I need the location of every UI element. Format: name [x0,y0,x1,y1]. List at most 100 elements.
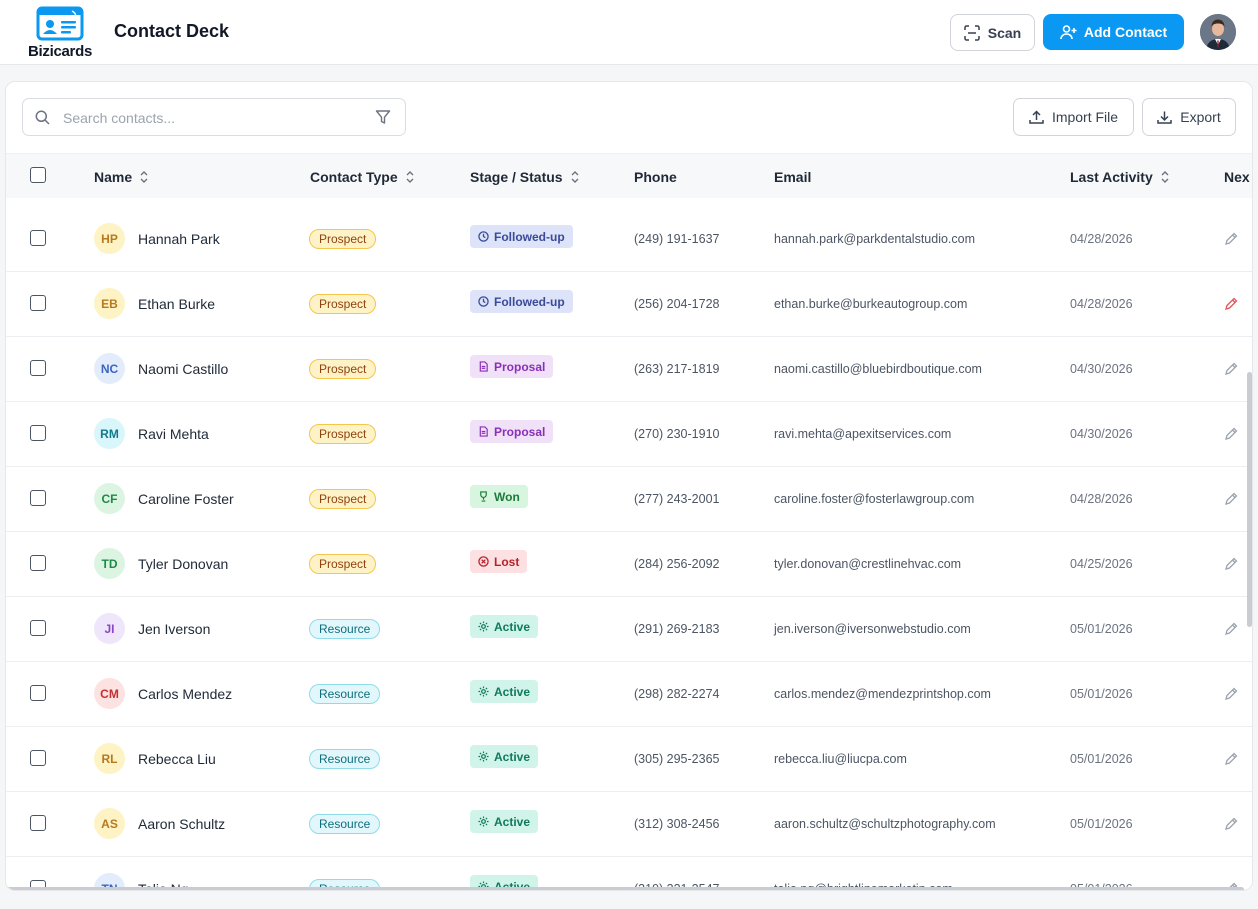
contact-email[interactable]: rebecca.liu@liucpa.com [774,752,907,766]
contact-email[interactable]: aaron.schultz@schultzphotography.com [774,817,996,831]
contact-avatar: RM [94,418,125,449]
column-header-name[interactable]: Name [94,169,149,185]
edit-icon[interactable] [1224,687,1238,701]
edit-icon[interactable] [1224,492,1238,506]
edit-icon[interactable] [1224,427,1238,441]
user-avatar[interactable] [1200,14,1236,50]
table-row[interactable]: RM Ravi Mehta Prospect Proposal (270) 230-19… [6,402,1252,467]
contact-avatar: CM [94,678,125,709]
contact-avatar: RL [94,743,125,774]
sun-icon [478,751,489,762]
contact-email[interactable]: hannah.park@parkdentalstudio.com [774,232,976,246]
stage-label: Proposal [494,359,546,374]
last-activity-date: 04/30/2026 [1070,427,1133,441]
contact-name[interactable]: Aaron Schultz [138,816,226,832]
row-checkbox[interactable] [30,750,46,766]
contact-name[interactable]: Rebecca Liu [138,751,216,767]
contact-email[interactable]: jen.iverson@iversonwebstudio.com [774,622,971,636]
contact-name[interactable]: Jen Iverson [138,621,211,637]
contact-avatar: TN [94,873,125,889]
contact-email[interactable]: tyler.donovan@crestlinehvac.com [774,557,962,571]
edit-icon[interactable] [1224,817,1238,831]
column-header-last-activity[interactable]: Last Activity [1070,169,1170,185]
table-row[interactable]: RL Rebecca Liu Resource Active (305) 295-236… [6,727,1252,792]
row-checkbox[interactable] [30,685,46,701]
row-checkbox[interactable] [30,880,46,889]
row-checkbox[interactable] [30,295,46,311]
contacts-panel: Search contacts... Import File Export Na… [5,81,1253,891]
edit-icon[interactable] [1224,752,1238,766]
clock-icon [478,296,489,307]
contact-email[interactable]: caroline.foster@fosterlawgroup.com [774,492,975,506]
contact-name[interactable]: Carlos Mendez [138,686,233,702]
logo-text: Bizicards [28,43,92,60]
contact-type-badge: Prospect [309,294,377,314]
export-button[interactable]: Export [1142,98,1236,136]
contact-type-badge: Resource [309,749,381,769]
contact-name[interactable]: Naomi Castillo [138,361,229,377]
contact-name[interactable]: Caroline Foster [138,491,234,507]
column-header-phone: Phone [634,169,677,185]
edit-icon[interactable] [1224,557,1238,571]
edit-icon[interactable] [1224,232,1238,246]
table-row[interactable]: NC Naomi Castillo Prospect Proposal (263) 21… [6,337,1252,402]
row-checkbox[interactable] [30,620,46,636]
row-checkbox[interactable] [30,815,46,831]
table-row[interactable]: TN Talia Ng Resource Active (319) 321-2547 ta… [6,857,1252,889]
contact-email[interactable]: carlos.mendez@mendezprintshop.com [774,687,991,701]
column-label: Phone [634,169,677,185]
row-checkbox[interactable] [30,555,46,571]
app-logo[interactable]: Bizicards [26,4,98,62]
contact-name[interactable]: Hannah Park [138,231,220,247]
contact-phone: (291) 269-2183 [634,622,720,636]
select-all-checkbox[interactable] [30,167,46,183]
contact-name[interactable]: Ravi Mehta [138,426,209,442]
contact-type-badge: Prospect [309,554,377,574]
last-activity-date: 05/01/2026 [1070,687,1133,701]
table-row[interactable]: CF Caroline Foster Prospect Won (277) 243-20… [6,467,1252,532]
row-checkbox[interactable] [30,230,46,246]
contact-name[interactable]: Talia Ng [138,881,189,889]
column-header-stage-status[interactable]: Stage / Status [470,169,580,185]
filter-icon[interactable] [375,109,391,125]
page-title: Contact Deck [114,21,230,41]
contact-phone: (249) 191-1637 [634,232,720,246]
table-row[interactable]: AS Aaron Schultz Resource Active (312) 308-2… [6,792,1252,857]
user-photo [1200,14,1236,50]
row-checkbox[interactable] [30,425,46,441]
table-row[interactable]: HP Hannah Park Prospect Followed-up (249) 19… [6,207,1252,272]
scan-icon [964,24,980,41]
import-file-button[interactable]: Import File [1013,98,1134,136]
table-row[interactable]: TD Tyler Donovan Prospect Lost (284) 256-209… [6,532,1252,597]
table-row[interactable]: CM Carlos Mendez Resource Active (298) 282-2… [6,662,1252,727]
search-input[interactable]: Search contacts... [22,98,406,136]
table-row[interactable]: EB Ethan Burke Prospect Followed-up (256) 20… [6,272,1252,337]
contact-email[interactable]: talia.ng@brightlinemarketin.com [774,882,953,889]
horizontal-scrollbar[interactable] [6,887,1244,890]
vertical-scrollbar[interactable] [1247,372,1252,627]
contact-avatar: AS [94,808,125,839]
scan-button[interactable]: Scan [950,14,1035,51]
contact-name[interactable]: Ethan Burke [138,296,216,312]
contact-email[interactable]: ethan.burke@burkeautogroup.com [774,297,968,311]
stage-label: Active [494,684,531,699]
edit-icon[interactable] [1224,622,1238,636]
contact-name[interactable]: Tyler Donovan [138,556,229,572]
contact-email[interactable]: naomi.castillo@bluebirdboutique.com [774,362,982,376]
upload-icon [1029,109,1044,124]
contact-email[interactable]: ravi.mehta@apexitservices.com [774,427,952,441]
table-row[interactable]: JI Jen Iverson Resource Active (291) 269-218… [6,597,1252,662]
row-checkbox[interactable] [30,360,46,376]
contact-phone: (319) 321-2547 [634,882,720,889]
edit-icon[interactable] [1224,297,1238,311]
contact-avatar: TD [94,548,125,579]
add-contact-button[interactable]: Add Contact [1043,14,1184,50]
row-checkbox[interactable] [30,490,46,506]
contact-phone: (263) 217-1819 [634,362,720,376]
edit-icon[interactable] [1224,362,1238,376]
add-contact-label: Add Contact [1083,24,1168,40]
stage-status-badge: Proposal [470,420,554,443]
import-file-label: Import File [1051,109,1119,125]
column-header-contact-type[interactable]: Contact Type [310,169,415,185]
column-header-next[interactable]: Nex [1224,169,1250,185]
